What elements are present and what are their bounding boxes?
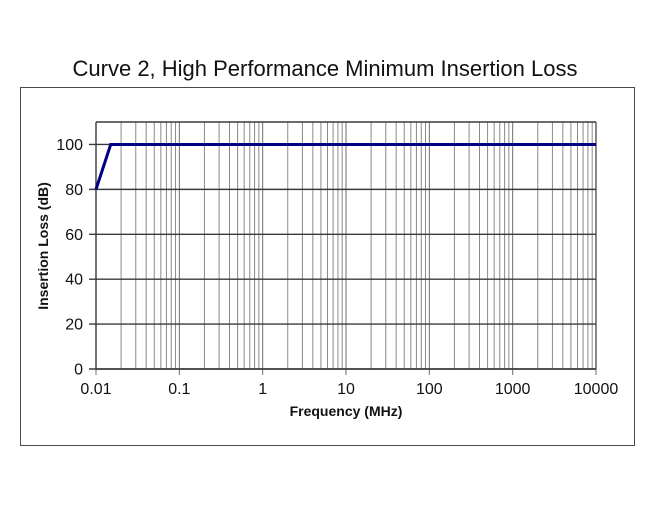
x-tick-label-1000: 1000: [495, 381, 531, 398]
y-tick-label-0: 0: [74, 362, 83, 379]
x-tick-label-1: 1: [258, 381, 267, 398]
x-tick-label-10000: 10000: [574, 381, 619, 398]
plot-area: 0 20 40 60 80 100 0.01 0.1 1 10 100 1000 10000: [56, 121, 619, 398]
x-axis-label: Frequency (MHz): [289, 403, 403, 419]
y-axis-label: Insertion Loss (dB): [35, 182, 51, 310]
y-tick-label-20: 20: [65, 317, 83, 334]
series-line: [94, 143, 596, 190]
y-tick-label-60: 60: [65, 227, 83, 244]
x-tick-label-0.1: 0.1: [168, 381, 190, 398]
x-tick-label-0.01: 0.01: [80, 381, 111, 398]
x-tick-label-10: 10: [337, 381, 355, 398]
y-tick-label-40: 40: [65, 272, 83, 289]
y-tick-label-80: 80: [65, 182, 83, 199]
chart-frame: 0 20 40 60 80 100 0.01 0.1 1 10 100 1000 10000 Inser…: [20, 87, 635, 446]
y-tick-label-100: 100: [56, 137, 83, 154]
chart-title: Curve 2, High Performance Minimum Insert…: [72, 56, 578, 81]
x-tick-label-100: 100: [416, 381, 443, 398]
